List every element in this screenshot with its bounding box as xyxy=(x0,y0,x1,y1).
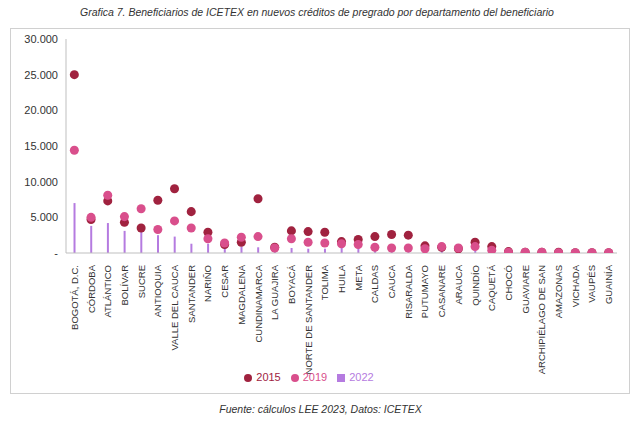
svg-text:ARCHIPIÉLAGO DE SAN: ARCHIPIÉLAGO DE SAN xyxy=(536,265,547,374)
svg-text:GUAINÍA: GUAINÍA xyxy=(603,264,614,304)
svg-text:ATLÁNTICO: ATLÁNTICO xyxy=(102,265,113,318)
svg-text:CAQUETÁ: CAQUETÁ xyxy=(486,264,497,311)
svg-text:GUAVIARE: GUAVIARE xyxy=(520,265,531,313)
svg-text:NARIÑO: NARIÑO xyxy=(202,265,213,302)
svg-text:10.000: 10.000 xyxy=(24,176,58,188)
svg-text:30.000: 30.000 xyxy=(24,33,58,45)
svg-text:HUILA: HUILA xyxy=(336,264,347,293)
svg-text:CESAR: CESAR xyxy=(219,265,230,298)
svg-text:CHOCÓ: CHOCÓ xyxy=(503,265,514,300)
svg-text:SANTANDER: SANTANDER xyxy=(186,265,197,323)
svg-text:SUCRE: SUCRE xyxy=(136,265,147,298)
svg-text:CÓRDOBA: CÓRDOBA xyxy=(86,264,97,313)
svg-text:META: META xyxy=(353,264,364,290)
svg-text:20.000: 20.000 xyxy=(24,104,58,116)
svg-text:CUNDINAMARCA: CUNDINAMARCA xyxy=(253,264,264,342)
html-text:2022: 2022 xyxy=(349,371,374,383)
svg-text:RISARALDA: RISARALDA xyxy=(403,264,414,319)
svg-text:BOGOTÁ, D.C.: BOGOTÁ, D.C. xyxy=(69,265,80,330)
html-text:Grafica 7. Beneficiarios de IC: Grafica 7. Beneficiarios de ICETEX en nu… xyxy=(80,6,554,18)
svg-text:CALDAS: CALDAS xyxy=(369,265,380,303)
svg-text:ANTIOQUIA: ANTIOQUIA xyxy=(152,264,163,317)
svg-text:CAUCA: CAUCA xyxy=(386,264,397,298)
svg-text:CASANARE: CASANARE xyxy=(436,265,447,317)
svg-text:5.000: 5.000 xyxy=(30,211,58,223)
svg-text:VICHADA: VICHADA xyxy=(570,264,581,307)
svg-text:BOYACÁ: BOYACÁ xyxy=(286,264,297,304)
html-text:2015: 2015 xyxy=(256,371,281,383)
svg-text:TOLIMA: TOLIMA xyxy=(319,264,330,300)
svg-text:MAGDALENA: MAGDALENA xyxy=(236,264,247,324)
svg-text:PUTUMAYO: PUTUMAYO xyxy=(419,265,430,318)
svg-text:25.000: 25.000 xyxy=(24,69,58,81)
svg-text:VAUPÉS: VAUPÉS xyxy=(586,265,597,303)
svg-text:AMAZONAS: AMAZONAS xyxy=(553,265,564,318)
svg-text:BOLÍVAR: BOLÍVAR xyxy=(119,265,130,306)
svg-text:LA GUAJIRA: LA GUAJIRA xyxy=(269,264,280,320)
svg-text:ARAUCA: ARAUCA xyxy=(453,264,464,304)
svg-text:VALLE DEL CAUCA: VALLE DEL CAUCA xyxy=(169,264,180,350)
svg-text:NORTE DE SANTANDER: NORTE DE SANTANDER xyxy=(303,265,314,375)
svg-text:15.000: 15.000 xyxy=(24,140,58,152)
svg-text:QUINDÍO: QUINDÍO xyxy=(470,265,481,306)
svg-text:-: - xyxy=(54,247,58,259)
html-text:Fuente: cálculos LEE 2023, Dat: Fuente: cálculos LEE 2023, Datos: ICETEX xyxy=(219,403,422,415)
html-text:2019: 2019 xyxy=(302,371,328,383)
